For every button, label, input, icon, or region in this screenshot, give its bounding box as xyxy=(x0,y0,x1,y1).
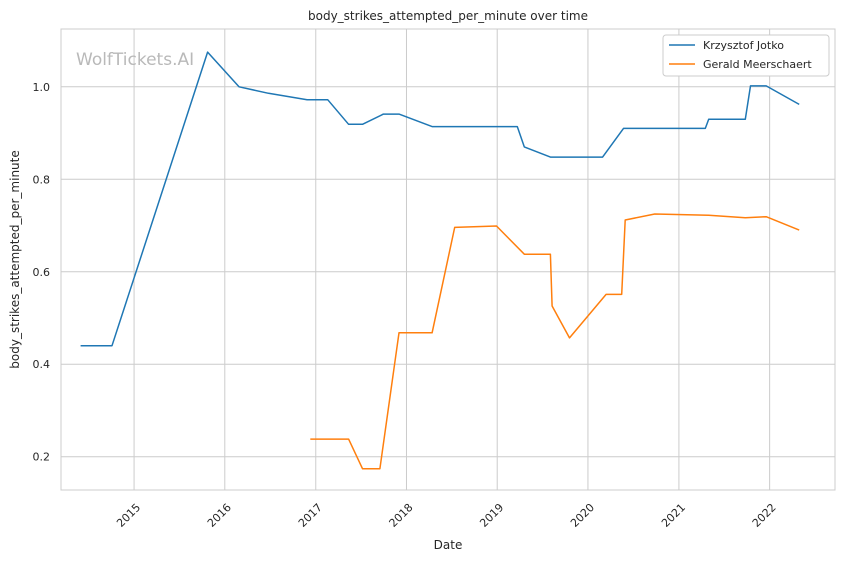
y-tick-label: 0.2 xyxy=(33,451,51,464)
x-tick-label: 2020 xyxy=(568,501,597,530)
x-tick-label: 2017 xyxy=(296,501,325,530)
legend-label-krzysztof-jotko: Krzysztof Jotko xyxy=(703,39,784,52)
x-tick-label: 2019 xyxy=(477,501,506,530)
x-tick-label: 2018 xyxy=(387,501,416,530)
x-tick-label: 2015 xyxy=(114,501,143,530)
x-tick-label: 2021 xyxy=(659,501,688,530)
legend-label-gerald-meerschaert: Gerald Meerschaert xyxy=(703,58,812,71)
series-line-gerald-meerschaert xyxy=(310,213,800,470)
y-tick-label: 1.0 xyxy=(33,81,51,94)
watermark: WolfTickets.AI xyxy=(76,50,194,70)
x-axis-label: Date xyxy=(434,538,463,552)
legend: Krzysztof Jotko Gerald Meerschaert xyxy=(662,34,830,77)
y-tick-label: 0.8 xyxy=(33,173,51,186)
chart-title: body_strikes_attempted_per_minute over t… xyxy=(308,9,588,23)
legend-box xyxy=(662,34,830,77)
x-tick-label: 2016 xyxy=(205,501,234,530)
grid-lines xyxy=(61,29,835,490)
y-tick-label: 0.4 xyxy=(33,358,51,371)
y-tick-labels: 0.2 0.4 0.6 0.8 1.0 xyxy=(33,81,51,464)
x-tick-labels: 2015 2016 2017 2018 2019 2020 2021 2022 xyxy=(114,501,779,530)
series-lines xyxy=(80,51,800,470)
y-tick-label: 0.6 xyxy=(33,266,51,279)
series-line-krzysztof-jotko xyxy=(80,51,800,347)
x-tick-label: 2022 xyxy=(750,501,779,530)
y-axis-label: body_strikes_attempted_per_minute xyxy=(8,150,22,368)
